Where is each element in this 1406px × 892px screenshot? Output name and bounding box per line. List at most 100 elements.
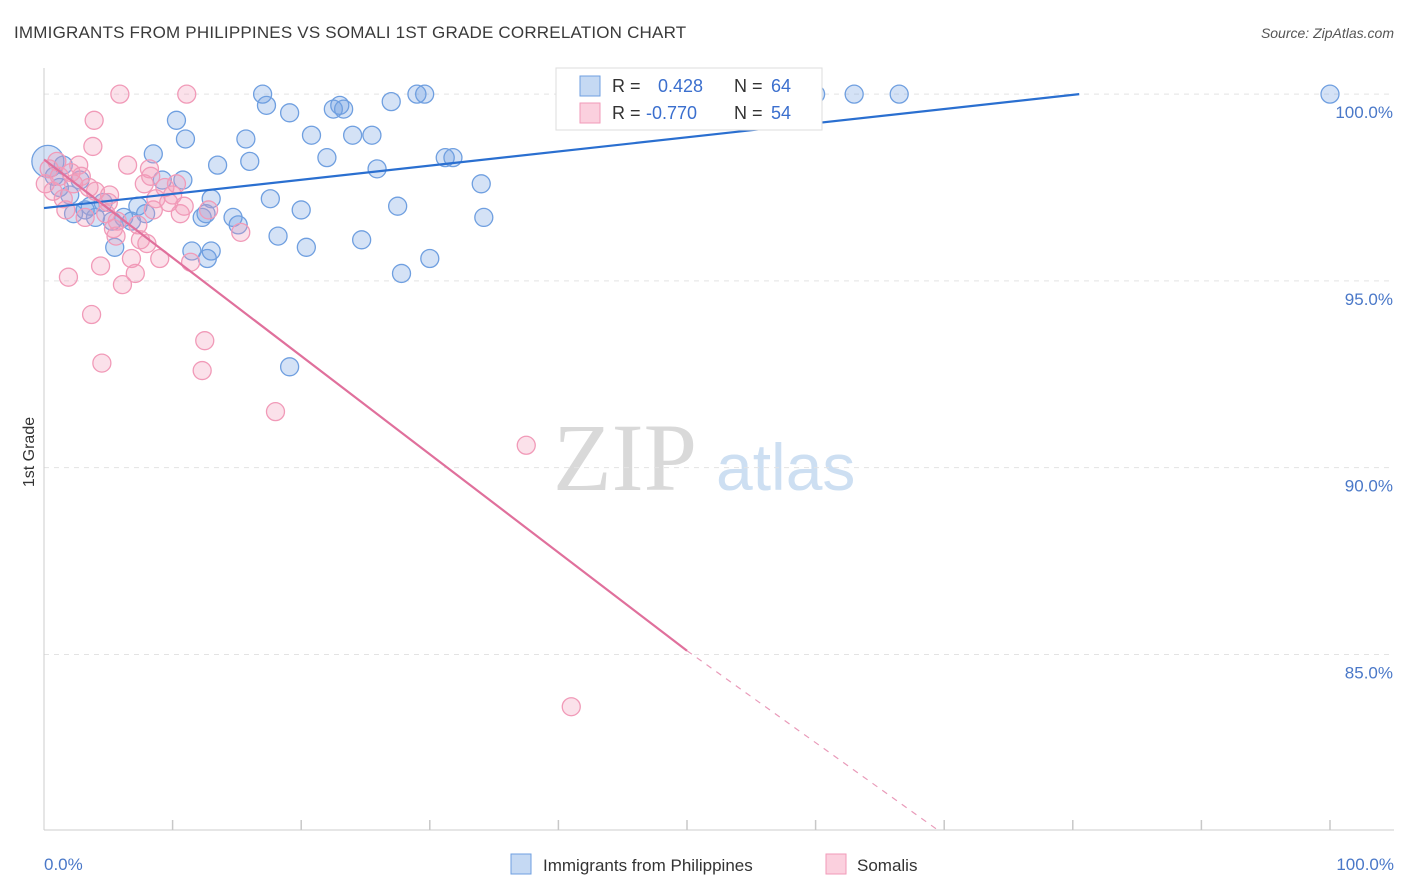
data-point	[362, 125, 382, 145]
legend-swatch-philippines	[579, 75, 601, 97]
data-point	[387, 196, 408, 216]
series-legend: Immigrants from Philippines Somalis	[510, 853, 917, 875]
legend-r-value-2: -0.770	[646, 103, 697, 123]
data-point	[39, 159, 59, 179]
y-axis-label: 1st Grade	[21, 417, 38, 487]
data-point	[415, 84, 435, 104]
data-point	[381, 91, 401, 112]
data-point	[143, 200, 163, 220]
data-point	[117, 155, 138, 175]
legend-n-label-1: N =	[734, 76, 763, 96]
data-point	[56, 200, 76, 220]
data-point	[291, 200, 311, 220]
chart-source: Source: ZipAtlas.com	[1261, 25, 1394, 41]
legend-n-value-2: 54	[771, 103, 791, 123]
data-point	[351, 230, 372, 250]
data-point	[231, 222, 251, 243]
data-point	[75, 200, 95, 220]
data-point	[296, 237, 316, 257]
data-point	[112, 274, 133, 295]
data-point	[256, 95, 277, 116]
legend-n-label-2: N =	[734, 103, 763, 123]
trend-line	[43, 158, 688, 652]
data-point	[121, 248, 142, 269]
legend-r-label-1: R =	[612, 76, 641, 96]
data-point	[260, 189, 280, 209]
data-point	[279, 103, 300, 123]
y-tick-label: 100.0%	[1335, 103, 1393, 122]
data-point	[333, 99, 354, 119]
trend-line	[43, 93, 1080, 210]
data-point	[152, 170, 172, 190]
data-point	[143, 144, 163, 164]
data-point	[268, 226, 288, 246]
data-point	[58, 267, 79, 287]
series-legend-label-somalis: Somalis	[857, 856, 917, 875]
correlation-legend: R = 0.428 N = 64 R = -0.770 N = 54	[555, 67, 823, 131]
data-point	[407, 84, 427, 104]
y-tick-labels: 100.0% 95.0% 90.0% 85.0%	[1335, 103, 1393, 682]
series-legend-swatch-philippines	[510, 853, 532, 875]
data-point	[342, 125, 363, 145]
chart-title: IMMIGRANTS FROM PHILIPPINES VS SOMALI 1S…	[14, 23, 686, 42]
watermark-atlas: atlas	[716, 430, 855, 504]
data-point	[139, 159, 160, 179]
data-point	[106, 226, 126, 246]
data-point	[252, 84, 273, 104]
data-point	[516, 435, 536, 455]
data-point	[561, 697, 581, 717]
y-tick-label: 85.0%	[1345, 663, 1393, 682]
x-tick-label-max: 100.0%	[1336, 855, 1394, 874]
data-point	[180, 252, 201, 272]
data-point	[155, 177, 175, 198]
data-point	[137, 233, 157, 254]
legend-r-value-1: 0.428	[658, 76, 703, 96]
data-point	[81, 304, 102, 325]
series-somalis-points	[35, 84, 581, 717]
data-point	[110, 84, 130, 104]
data-point	[317, 147, 337, 168]
data-point	[174, 196, 194, 216]
data-point	[83, 136, 103, 157]
data-point	[240, 151, 260, 172]
data-point	[265, 401, 286, 422]
data-point	[844, 84, 864, 104]
zipatlas-watermark: ZIP atlas	[553, 404, 855, 511]
data-point	[75, 207, 95, 228]
y-tick-label: 90.0%	[1345, 477, 1393, 496]
data-point	[228, 215, 248, 235]
data-point	[125, 263, 145, 284]
data-point	[134, 174, 154, 194]
data-point	[90, 256, 111, 276]
data-point	[69, 155, 89, 175]
data-point	[195, 331, 215, 351]
x-tick-marks	[171, 820, 1331, 830]
data-point	[889, 84, 909, 104]
data-point	[301, 125, 322, 145]
trend-lines	[43, 93, 1080, 831]
watermark-zip: ZIP	[553, 404, 697, 511]
data-point	[166, 110, 187, 130]
data-point	[150, 248, 170, 269]
data-point	[166, 174, 187, 194]
data-point	[175, 129, 196, 149]
data-point	[177, 84, 197, 104]
series-legend-swatch-somalis	[825, 853, 847, 875]
data-point	[1320, 84, 1340, 104]
grid-lines	[44, 93, 1394, 655]
data-point	[236, 129, 256, 149]
legend-n-value-1: 64	[771, 76, 791, 96]
legend-swatch-somalis	[579, 102, 601, 124]
data-point	[207, 155, 228, 175]
data-point	[435, 147, 455, 168]
data-point	[279, 357, 300, 377]
data-point	[367, 159, 387, 179]
data-point	[53, 189, 73, 209]
data-point	[201, 241, 221, 261]
data-point	[84, 110, 104, 130]
data-point	[141, 166, 161, 186]
data-point	[474, 207, 494, 228]
trend-line-extension	[686, 650, 939, 831]
data-point	[71, 166, 91, 186]
